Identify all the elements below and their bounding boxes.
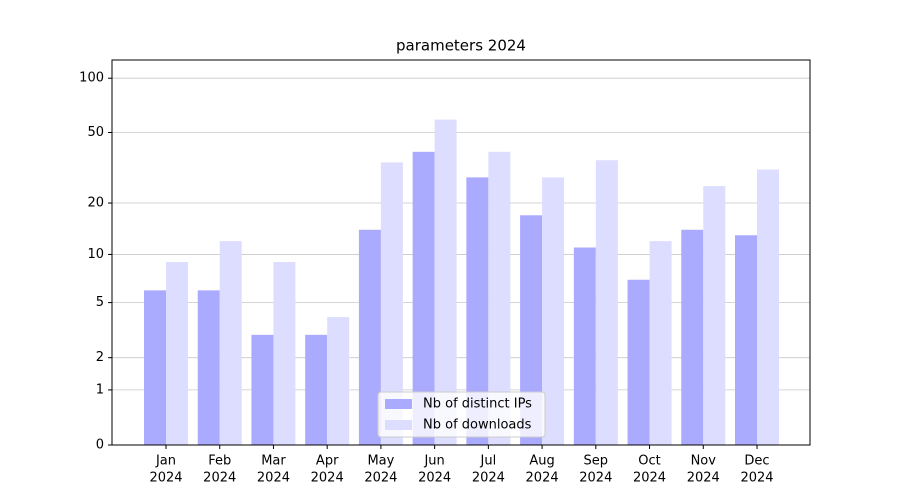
x-tick-label: Aug — [529, 454, 554, 469]
bar — [488, 151, 511, 445]
x-tick-label: Dec — [744, 454, 769, 469]
bar — [219, 241, 242, 445]
ticks: 0 1 2 5 10 20 50 100 Jan 2024 Feb 2024 Mar 2024 Apr 202… — [79, 71, 773, 486]
x-tick-label: May — [367, 454, 394, 469]
y-tick-label: 20 — [87, 196, 104, 211]
bar — [757, 169, 779, 445]
bars — [144, 119, 779, 446]
y-tick-label: 10 — [87, 247, 104, 262]
bar — [520, 215, 543, 445]
y-tick-label: 1 — [96, 382, 104, 397]
bar — [358, 229, 381, 445]
legend-label: Nb of distinct IPs — [423, 397, 532, 412]
bar — [412, 151, 435, 445]
bar — [305, 334, 328, 445]
x-tick-label: Apr — [316, 454, 339, 469]
legend: Nb of distinct IPs Nb of downloads — [377, 391, 546, 438]
bar — [466, 177, 489, 445]
bar — [251, 334, 274, 445]
bar — [649, 241, 672, 445]
bar — [166, 261, 188, 445]
bar — [703, 186, 726, 445]
x-tick-label: 2024 — [149, 471, 182, 486]
bar — [144, 290, 166, 445]
bar — [627, 279, 650, 445]
x-tick-label: 2024 — [526, 471, 559, 486]
x-tick-label: Mar — [261, 454, 286, 469]
bar — [681, 229, 704, 445]
x-tick-label: 2024 — [364, 471, 397, 486]
x-tick-label: Sep — [584, 454, 609, 469]
x-tick-label: Jan — [155, 454, 176, 469]
y-tick-label: 5 — [96, 295, 104, 310]
x-tick-label: 2024 — [579, 471, 612, 486]
x-tick-label: 2024 — [311, 471, 344, 486]
x-tick-label: Jun — [423, 454, 444, 469]
chart-title: parameters 2024 — [396, 37, 526, 55]
x-tick-label: Jul — [480, 454, 497, 469]
bar — [735, 235, 757, 445]
x-tick-label: 2024 — [740, 471, 773, 486]
bar — [197, 290, 220, 445]
legend-swatch — [385, 420, 412, 430]
legend-label: Nb of downloads — [423, 418, 532, 433]
legend-swatch — [385, 399, 412, 409]
y-tick-label: 100 — [79, 71, 104, 86]
x-tick-label: Feb — [208, 454, 231, 469]
y-tick-label: 50 — [87, 125, 104, 140]
bar — [595, 160, 618, 446]
y-tick-label: 2 — [96, 350, 104, 365]
bar — [434, 119, 457, 446]
legend-box — [377, 391, 546, 438]
y-tick-label: 0 — [96, 438, 104, 453]
x-tick-label: 2024 — [257, 471, 290, 486]
x-tick-label: Oct — [638, 454, 660, 469]
bar — [380, 162, 403, 445]
bar — [327, 317, 350, 445]
x-tick-label: Nov — [691, 454, 717, 469]
bar — [573, 247, 596, 445]
axes-frame — [111, 59, 811, 446]
bar — [273, 261, 296, 445]
bar — [542, 177, 565, 445]
x-tick-label: 2024 — [687, 471, 720, 486]
x-tick-label: 2024 — [418, 471, 451, 486]
x-tick-label: 2024 — [633, 471, 666, 486]
x-tick-label: 2024 — [472, 471, 505, 486]
x-tick-label: 2024 — [203, 471, 236, 486]
